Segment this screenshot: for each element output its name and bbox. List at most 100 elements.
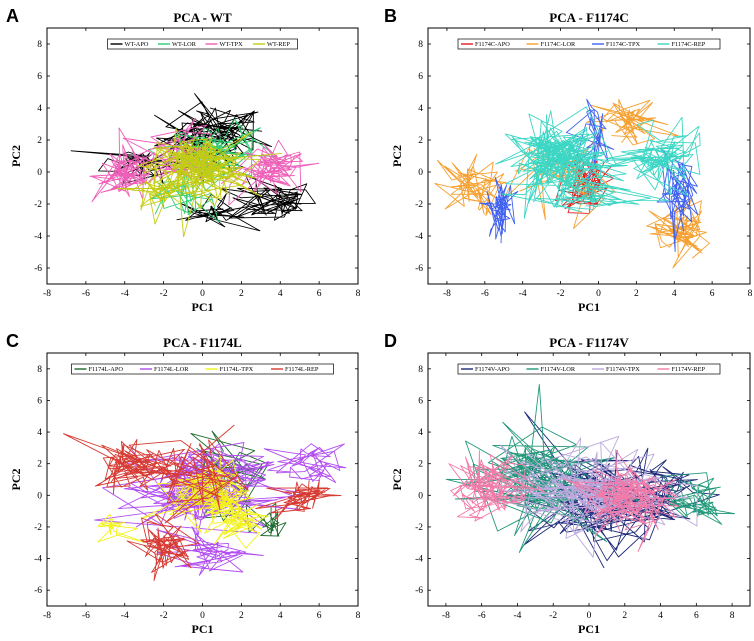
panel-label: B	[384, 6, 397, 26]
y-tick-label: -6	[415, 586, 423, 596]
y-tick-label: 6	[37, 396, 42, 406]
y-tick-label: 8	[418, 40, 423, 50]
legend-box	[71, 363, 334, 375]
y-axis-label: PC2	[390, 469, 404, 491]
series-f1174l-rep	[63, 424, 342, 581]
series-trajectory	[434, 153, 507, 217]
x-tick-label: -8	[43, 611, 51, 621]
y-tick-label: 4	[37, 428, 42, 438]
series-trajectory	[150, 172, 219, 223]
legend-label: F1174L-APO	[89, 366, 124, 373]
series-trajectory	[245, 502, 287, 537]
y-tick-label: 4	[418, 428, 423, 438]
series-trajectory	[646, 198, 710, 269]
y-tick-label: -2	[415, 523, 423, 533]
x-axis-label: PC1	[192, 622, 214, 636]
y-tick-label: 8	[418, 365, 423, 375]
legend-label: F1174V-APO	[475, 366, 510, 373]
series-trajectory	[126, 513, 200, 581]
x-tick-label: 2	[239, 289, 244, 299]
chart-panel-d: D PCA - F1174V -8 -6 -4 -2 0 2 4 6 8 -6 -4 -2 0 2 4 6 8 PC1…	[384, 331, 751, 636]
x-tick-label: -8	[443, 289, 451, 299]
series-trajectory	[445, 384, 644, 553]
legend: WT-APO WT-LOR WT-TPX WT-REP	[107, 38, 298, 50]
series-trajectory	[489, 435, 698, 558]
x-tick-label: 4	[278, 289, 283, 299]
x-tick-label: 6	[317, 611, 322, 621]
series-f1174c-rep	[495, 106, 701, 219]
y-tick-label: 6	[418, 396, 423, 406]
series-wt-rep	[116, 127, 282, 238]
legend: F1174V-APO F1174V-LOR F1174V-TPX F1174V-REP	[457, 363, 721, 375]
y-tick-label: 6	[418, 72, 423, 82]
y-tick-label: 8	[37, 365, 42, 375]
x-tick-label: 2	[634, 289, 639, 299]
x-tick-label: -2	[549, 611, 557, 621]
y-tick-label: 2	[37, 136, 42, 146]
x-tick-label: 8	[730, 611, 735, 621]
x-tick-label: 2	[239, 611, 244, 621]
chart-title: PCA - F1174L	[163, 335, 242, 350]
legend-label: F1174L-REP	[285, 366, 319, 373]
series-trajectory	[479, 176, 519, 244]
x-tick-label: -6	[478, 611, 486, 621]
x-tick-label: -4	[519, 289, 527, 299]
chart-title: PCA - F1174C	[549, 10, 628, 25]
x-axis-label: PC1	[578, 622, 600, 636]
series-f1174v-tpx	[489, 435, 698, 558]
legend-label: F1174L-LOR	[154, 366, 189, 373]
data-area	[70, 93, 320, 238]
legend-label: F1174V-REP	[672, 366, 706, 373]
x-tick-label: -8	[442, 611, 450, 621]
y-tick-label: 4	[37, 104, 42, 114]
legend: F1174L-APO F1174L-LOR F1174L-TPX F1174L-REP	[71, 363, 334, 375]
x-axis-label: PC1	[192, 300, 214, 314]
y-tick-label: 8	[37, 40, 42, 50]
x-tick-label: 0	[587, 611, 592, 621]
series-f1174v-lor	[445, 384, 736, 553]
series-trajectory	[495, 106, 628, 219]
series-trajectory	[219, 175, 316, 221]
x-tick-label: -8	[43, 289, 51, 299]
x-tick-label: -6	[82, 611, 90, 621]
x-tick-label: 4	[672, 289, 677, 299]
series-trajectory	[63, 433, 193, 495]
panel-label: D	[384, 331, 397, 351]
legend-label: F1174C-LOR	[541, 41, 577, 48]
y-tick-label: -4	[34, 232, 42, 242]
series-trajectory	[209, 496, 269, 549]
x-tick-label: 0	[596, 289, 601, 299]
series-trajectory	[255, 479, 342, 520]
y-tick-label: -2	[415, 200, 423, 210]
series-trajectory	[662, 472, 736, 525]
x-tick-label: -2	[160, 611, 168, 621]
x-tick-label: -6	[481, 289, 489, 299]
legend-label: F1174C-APO	[475, 41, 510, 48]
series-trajectory	[176, 193, 261, 232]
x-tick-label: 8	[356, 611, 361, 621]
x-tick-label: -6	[82, 289, 90, 299]
legend-label: F1174C-REP	[672, 41, 706, 48]
y-tick-label: -4	[415, 555, 423, 565]
y-tick-label: -6	[34, 264, 42, 274]
series-trajectory	[534, 165, 670, 213]
legend-label: WT-TPX	[220, 41, 244, 48]
y-axis-label: PC2	[390, 145, 404, 167]
chart-panel-a: A PCA - WT -8 -6 -4 -2 0 2 4 6 8 -6 -4 -2 0 2 4 6 8 PC1 PC2 W…	[6, 6, 361, 314]
series-trajectory	[448, 450, 546, 522]
y-tick-label: 0	[418, 491, 423, 501]
series-trajectory	[603, 116, 701, 196]
legend-box	[457, 363, 721, 375]
y-axis-label: PC2	[9, 145, 23, 167]
legend-label: F1174L-TPX	[220, 366, 254, 373]
x-tick-label: -4	[513, 611, 521, 621]
data-area	[445, 384, 736, 569]
x-tick-label: -2	[160, 289, 168, 299]
series-trajectory	[137, 127, 282, 238]
y-tick-label: -2	[34, 200, 42, 210]
series-trajectory	[263, 443, 347, 483]
legend-label: WT-APO	[125, 41, 149, 48]
data-area	[434, 98, 710, 269]
x-tick-label: 8	[356, 289, 361, 299]
